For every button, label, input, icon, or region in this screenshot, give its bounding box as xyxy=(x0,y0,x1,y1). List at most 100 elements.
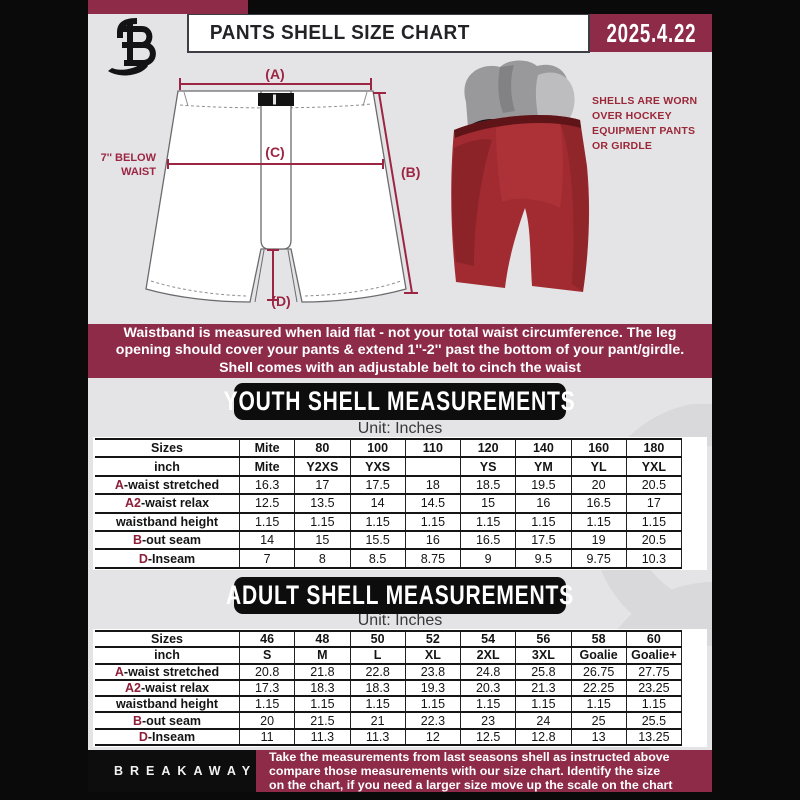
table-row: A-waist stretched 20.8 21.8 22.8 23.8 24.8 25.… xyxy=(95,662,683,680)
size-cell: 11 xyxy=(238,727,295,747)
size-cell: 14 xyxy=(238,529,295,550)
page-title-box: PANTS SHELL SIZE CHART xyxy=(187,14,590,53)
row-label-text: inch xyxy=(154,459,180,474)
size-cell: 8.5 xyxy=(349,548,406,569)
size-cell: 1.15 xyxy=(238,695,295,713)
row-label: inch xyxy=(95,646,240,664)
size-cell: Goalie+ xyxy=(625,646,683,664)
row-label-text: -out seam xyxy=(141,713,202,728)
table-row: Sizes Mite 80 100 110 120 140 160 180 xyxy=(95,437,683,458)
shell-photo-note: SHELLS ARE WORN OVER HOCKEY EQUIPMENT PA… xyxy=(592,94,712,154)
size-cell: 21.8 xyxy=(294,662,350,680)
size-cell: YXS xyxy=(349,456,406,476)
row-label-text: waistband height xyxy=(115,514,219,529)
size-cell: 17.5 xyxy=(515,529,571,550)
size-cell: 1.15 xyxy=(515,695,571,713)
size-cell: 80 xyxy=(294,437,350,458)
size-cell: Mite xyxy=(238,456,295,476)
size-cell: 15 xyxy=(459,493,516,513)
table-row: B-out seam 14 15 15.5 16 16.5 17.5 19 20.5 xyxy=(95,529,683,550)
size-cell: 10.3 xyxy=(625,548,683,569)
adult-unit-label: Unit: Inches xyxy=(357,612,443,629)
size-cell: 1.15 xyxy=(238,511,295,531)
size-cell: Y2XS xyxy=(294,456,350,476)
size-cell: 46 xyxy=(238,629,295,648)
youth-unit-label: Unit: Inches xyxy=(357,420,443,437)
size-cell: 22.8 xyxy=(349,662,406,680)
size-cell: 27.75 xyxy=(625,662,683,680)
size-cell: 15 xyxy=(294,529,350,550)
size-cell: 19.5 xyxy=(515,474,571,495)
row-label-text: Sizes xyxy=(151,632,183,647)
size-cell: 19.3 xyxy=(404,678,461,697)
size-cell: 17 xyxy=(625,493,683,513)
row-label-text: -out seam xyxy=(141,533,202,548)
row-label: Sizes xyxy=(95,437,240,458)
adult-section-heading: ADULT SHELL MEASUREMENTS xyxy=(226,577,573,614)
footer-line: Take the measurements from last seasons … xyxy=(269,750,670,764)
row-label: A-waist stretched xyxy=(95,662,240,680)
size-cell xyxy=(404,456,461,476)
breakaway-logo-icon xyxy=(108,18,156,76)
table-row: inch S M L XL 2XL 3XL Goalie Goalie+ xyxy=(95,646,683,664)
footer-line: on the chart, if you need a larger size … xyxy=(269,778,673,792)
photo-note-line: EQUIPMENT PANTS xyxy=(592,125,696,137)
diagram-label-a: (A) xyxy=(265,66,284,82)
size-cell: 180 xyxy=(625,437,683,458)
size-cell: 17.5 xyxy=(349,474,406,495)
size-cell: 20.5 xyxy=(625,529,683,550)
size-cell: 15.5 xyxy=(349,529,406,550)
table-row: B-out seam 20 21.5 21 22.3 23 24 25 25.5 xyxy=(95,711,683,729)
brand-wordmark: BREAKAWAY xyxy=(114,764,258,778)
row-label: B-out seam xyxy=(95,711,240,729)
row-label-text: -waist relax xyxy=(140,496,210,511)
row-label: waistband height xyxy=(95,511,240,531)
shell-photo xyxy=(451,60,590,292)
size-cell: 100 xyxy=(349,437,406,458)
size-cell: 21 xyxy=(349,711,406,729)
footer-brand-bar: BREAKAWAY xyxy=(88,750,256,792)
size-cell: 160 xyxy=(570,437,627,458)
size-cell: 50 xyxy=(349,629,406,648)
row-label-text: Sizes xyxy=(151,441,183,456)
size-cell: 16.5 xyxy=(570,493,627,513)
size-cell: 1.15 xyxy=(349,695,406,713)
row-label-text: inch xyxy=(154,648,180,663)
size-cell: 12.5 xyxy=(238,493,295,513)
size-cell: 2XL xyxy=(459,646,516,664)
size-cell: XL xyxy=(404,646,461,664)
photo-note-line: SHELLS ARE WORN xyxy=(592,95,698,107)
size-cell: 1.15 xyxy=(625,511,683,531)
size-cell: 54 xyxy=(459,629,516,648)
size-cell: 25.8 xyxy=(515,662,571,680)
row-label-prefix: A xyxy=(114,477,124,492)
size-cell: 11.3 xyxy=(294,727,350,747)
size-cell: 16 xyxy=(404,529,461,550)
size-cell: 8.75 xyxy=(404,548,461,569)
row-label-prefix: B xyxy=(132,533,142,548)
row-label: inch xyxy=(95,456,240,476)
row-label: D-Inseam xyxy=(95,548,240,569)
size-cell: 58 xyxy=(570,629,627,648)
size-cell: 9 xyxy=(459,548,516,569)
size-cell: 48 xyxy=(294,629,350,648)
size-cell: 56 xyxy=(515,629,571,648)
size-cell: 18 xyxy=(404,474,461,495)
size-cell: 1.15 xyxy=(294,695,350,713)
size-cell: 110 xyxy=(404,437,461,458)
row-label-prefix: D xyxy=(138,729,148,744)
row-label-text: -Inseam xyxy=(147,729,196,744)
size-cell: 16.5 xyxy=(459,529,516,550)
size-cell: 1.15 xyxy=(570,695,627,713)
photo-note-line: OVER HOCKEY xyxy=(592,110,672,122)
date-text: 2025.4.22 xyxy=(606,17,696,48)
table-row: A2-waist relax 17.3 18.3 18.3 19.3 20.3 21.3 22… xyxy=(95,678,683,697)
size-cell: 1.15 xyxy=(515,511,571,531)
size-cell: 24 xyxy=(515,711,571,729)
row-label: A2-waist relax xyxy=(95,678,240,697)
size-cell: 22.3 xyxy=(404,711,461,729)
size-cell: 20 xyxy=(238,711,295,729)
size-cell: 12 xyxy=(404,727,461,747)
youth-section-heading: YOUTH SHELL MEASUREMENTS xyxy=(224,383,575,420)
